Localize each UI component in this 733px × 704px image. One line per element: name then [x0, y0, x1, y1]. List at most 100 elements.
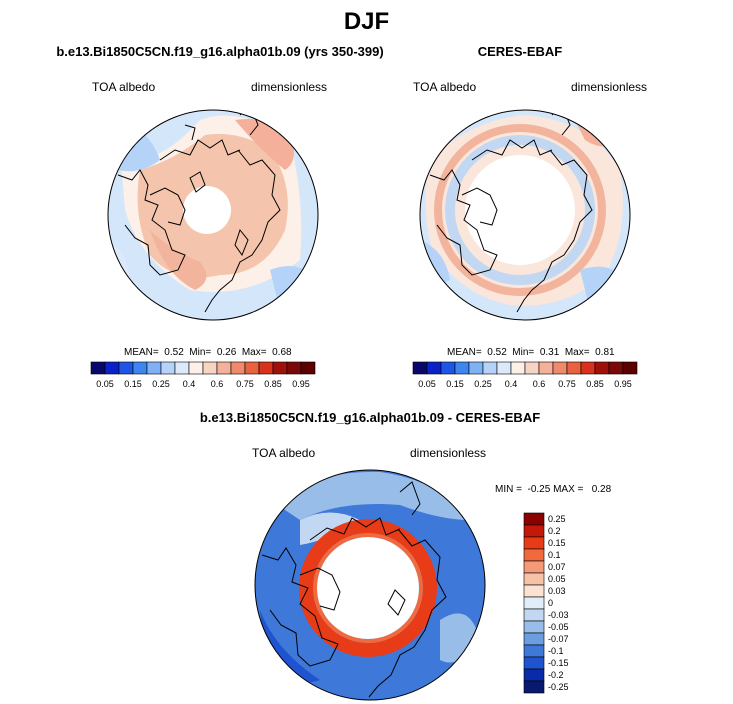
panel2-colorbar-swatch-9 — [538, 361, 554, 375]
panel1-frame — [107, 109, 319, 321]
panel1-colorbar-swatch-12 — [258, 361, 274, 375]
panel3-colorbar-tick-14: -0.25 — [548, 682, 569, 692]
panel3-colorbar-swatch-12 — [523, 656, 545, 670]
panel1-colorbar-swatch-3 — [132, 361, 148, 375]
panel3-title: b.e13.Bi1850C5CN.f19_g16.alpha01b.09 - C… — [199, 410, 541, 425]
panel2-left-label: TOA albedo — [413, 80, 477, 94]
panel3-colorbar-tick-9: -0.05 — [548, 622, 569, 632]
panel2-colorbar-swatch-2 — [440, 361, 456, 375]
panel1-colorbar: 0.05 0.15 0.25 0.4 0.6 0.75 0.85 0.95 — [90, 361, 316, 389]
panel3-colorbar-tick-0: 0.25 — [548, 514, 566, 524]
panel3-colorbar-tick-4: 0.07 — [548, 562, 566, 572]
panel1-colorbar-swatch-11 — [244, 361, 260, 375]
panel1-colorbar-swatch-15 — [300, 361, 316, 375]
panel2-colorbar-swatch-11 — [566, 361, 582, 375]
panel1-colorbar-tick-4: 0.6 — [211, 379, 224, 389]
panel1-coastlines — [117, 110, 281, 313]
panel1-colorbar-swatch-6 — [174, 361, 190, 375]
panel2-colorbar-tick-2: 0.25 — [474, 379, 492, 389]
panel2-right-label: dimensionless — [571, 80, 648, 94]
panel1-title: b.e13.Bi1850C5CN.f19_g16.alpha01b.09 (yr… — [56, 44, 384, 59]
panel2-colorbar-tick-5: 0.75 — [558, 379, 576, 389]
panel2-colorbar-tick-4: 0.6 — [533, 379, 546, 389]
panel2-colorbar-tick-0: 0.05 — [418, 379, 436, 389]
panel1-colorbar-swatch-10 — [230, 361, 246, 375]
panel2-colorbar-swatch-12 — [580, 361, 596, 375]
panel3-colorbar-tick-1: 0.2 — [548, 526, 561, 536]
panel3-colorbar-swatch-0 — [523, 512, 545, 526]
panel3-colorbar-tick-11: -0.1 — [548, 646, 564, 656]
panel1-colorbar-tick-6: 0.85 — [264, 379, 282, 389]
panel1-colorbar-swatch-2 — [118, 361, 134, 375]
panel2-stats: MEAN= 0.52 Min= 0.31 Max= 0.81 — [447, 347, 615, 358]
panel2-colorbar-swatch-7 — [510, 361, 526, 375]
panel2-frame — [419, 109, 631, 321]
panel3-left-label: TOA albedo — [252, 446, 316, 460]
panel2-colorbar-swatch-14 — [608, 361, 624, 375]
panel2-colorbar-swatch-10 — [552, 361, 568, 375]
panel3-colorbar: 0.25 0.2 0.15 0.1 0.07 0.05 0.03 0 -0.03 -0.05 -0.… — [523, 512, 569, 694]
panel3-colorbar-swatch-8 — [523, 608, 545, 622]
panel3-colorbar-tick-10: -0.07 — [548, 634, 569, 644]
panel2-colorbar-swatch-0 — [412, 361, 428, 375]
panel1-colorbar-swatch-4 — [146, 361, 162, 375]
panel3-colorbar-swatch-4 — [523, 560, 545, 574]
panel3-colorbar-tick-2: 0.15 — [548, 538, 566, 548]
panel3-map — [255, 470, 485, 700]
panel1-right-label: dimensionless — [251, 80, 328, 94]
panel2-colorbar-tick-3: 0.4 — [505, 379, 518, 389]
panel3-colorbar-tick-13: -0.2 — [548, 670, 564, 680]
figure-title: DJF — [343, 8, 390, 35]
panel1-colorbar-tick-1: 0.15 — [124, 379, 142, 389]
panel2-colorbar-swatch-8 — [524, 361, 540, 375]
panel2-colorbar-swatch-4 — [468, 361, 484, 375]
panel3-colorbar-swatch-13 — [523, 668, 545, 682]
panel1-colorbar-swatch-7 — [188, 361, 204, 375]
panel2-title: CERES-EBAF — [477, 44, 563, 59]
panel1-left-label: TOA albedo — [92, 80, 156, 94]
panel3-colorbar-tick-6: 0.03 — [548, 586, 566, 596]
panel2-colorbar-swatch-15 — [622, 361, 638, 375]
panel3-colorbar-swatch-5 — [523, 572, 545, 586]
panel3-coastlines — [261, 481, 447, 698]
panel2-coastlines — [429, 110, 593, 313]
panel1-colorbar-tick-7: 0.95 — [292, 379, 310, 389]
panel2-colorbar: 0.05 0.15 0.25 0.4 0.6 0.75 0.85 0.95 — [412, 361, 638, 389]
panel2-colorbar-swatch-1 — [426, 361, 442, 375]
panel2-colorbar-tick-1: 0.15 — [446, 379, 464, 389]
panel1-stats: MEAN= 0.52 Min= 0.26 Max= 0.68 — [124, 347, 292, 358]
panel1-colorbar-swatch-8 — [202, 361, 218, 375]
panel3-colorbar-swatch-14 — [523, 680, 545, 694]
panel1-colorbar-tick-5: 0.75 — [236, 379, 254, 389]
panel3-colorbar-tick-7: 0 — [548, 598, 553, 608]
panel3-colorbar-tick-3: 0.1 — [548, 550, 561, 560]
panel3-colorbar-tick-8: -0.03 — [548, 610, 569, 620]
panel3-colorbar-tick-12: -0.15 — [548, 658, 569, 668]
panel3-colorbar-swatch-10 — [523, 632, 545, 646]
panel1-colorbar-swatch-9 — [216, 361, 232, 375]
panel2-colorbar-swatch-13 — [594, 361, 610, 375]
panel3-colorbar-swatch-3 — [523, 548, 545, 562]
panel3-colorbar-swatch-9 — [523, 620, 545, 634]
panel1-colorbar-swatch-0 — [90, 361, 106, 375]
panel2-map — [420, 110, 630, 320]
panel3-colorbar-swatch-7 — [523, 596, 545, 610]
panel2-colorbar-swatch-6 — [496, 361, 512, 375]
panel3-colorbar-swatch-11 — [523, 644, 545, 658]
panel2-colorbar-swatch-3 — [454, 361, 470, 375]
panel1-colorbar-tick-2: 0.25 — [152, 379, 170, 389]
panel1-colorbar-tick-0: 0.05 — [96, 379, 114, 389]
panel3-stats: MIN = -0.25 MAX = 0.28 — [495, 484, 612, 495]
panel1-colorbar-tick-3: 0.4 — [183, 379, 196, 389]
panel1-colorbar-swatch-5 — [160, 361, 176, 375]
panel1-colorbar-swatch-14 — [286, 361, 302, 375]
panel2-colorbar-swatch-5 — [482, 361, 498, 375]
panel1-colorbar-swatch-13 — [272, 361, 288, 375]
panel3-colorbar-swatch-6 — [523, 584, 545, 598]
panel1-map — [108, 110, 318, 320]
panel2-colorbar-tick-7: 0.95 — [614, 379, 632, 389]
panel3-colorbar-swatch-1 — [523, 524, 545, 538]
panel3-colorbar-tick-5: 0.05 — [548, 574, 566, 584]
panel1-colorbar-swatch-1 — [104, 361, 120, 375]
